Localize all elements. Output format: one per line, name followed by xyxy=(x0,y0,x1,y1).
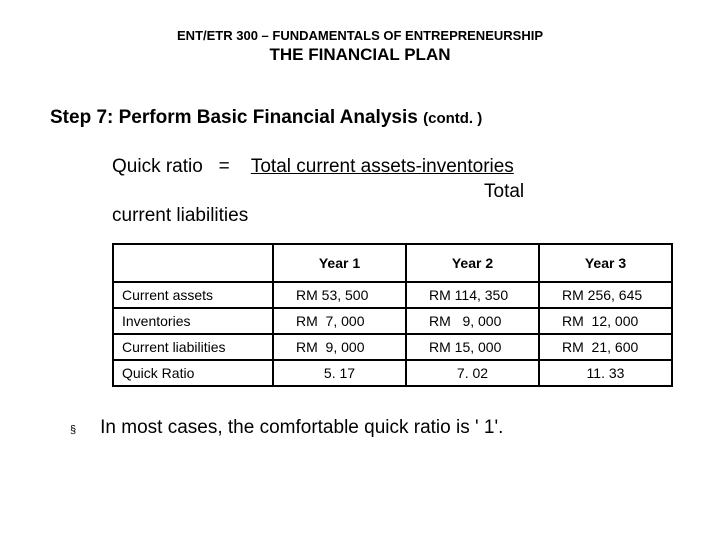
cell: RM 12, 000 xyxy=(539,308,672,334)
cell: RM 9, 000 xyxy=(273,334,406,360)
cell: RM 256, 645 xyxy=(539,282,672,308)
cell: RM 53, 500 xyxy=(273,282,406,308)
note-row: § In most cases, the comfortable quick r… xyxy=(70,417,670,440)
row-label: Current assets xyxy=(113,282,273,308)
formula-block: Quick ratio = Total current assets-inven… xyxy=(112,155,670,229)
table-header-row: Year 1 Year 2 Year 3 xyxy=(113,244,672,282)
col-year2: Year 2 xyxy=(406,244,539,282)
row-label: Current liabilities xyxy=(113,334,273,360)
doc-title: THE FINANCIAL PLAN xyxy=(50,45,670,65)
step-title-text: Step 7: Perform Basic Financial Analysis xyxy=(50,107,423,128)
bullet-icon: § xyxy=(70,421,76,440)
course-code: ENT/ETR 300 – FUNDAMENTALS OF ENTREPRENE… xyxy=(50,28,670,43)
table-row: Current assets RM 53, 500 RM 114, 350 RM… xyxy=(113,282,672,308)
col-year3: Year 3 xyxy=(539,244,672,282)
step-contd: (contd. ) xyxy=(423,110,482,127)
financial-table: Year 1 Year 2 Year 3 Current assets RM 5… xyxy=(112,243,673,387)
formula-denom-left: current liabilities xyxy=(112,204,670,229)
cell: 7. 02 xyxy=(406,360,539,386)
step-title: Step 7: Perform Basic Financial Analysis… xyxy=(50,107,670,129)
cell: RM 7, 000 xyxy=(273,308,406,334)
formula-denom-right: Total xyxy=(484,180,524,205)
formula-label: Quick ratio = xyxy=(112,155,251,180)
row-label: Quick Ratio xyxy=(113,360,273,386)
col-blank xyxy=(113,244,273,282)
table-row: Quick Ratio 5. 17 7. 02 11. 33 xyxy=(113,360,672,386)
table-row: Inventories RM 7, 000 RM 9, 000 RM 12, 0… xyxy=(113,308,672,334)
cell: RM 21, 600 xyxy=(539,334,672,360)
cell: RM 114, 350 xyxy=(406,282,539,308)
note-text: In most cases, the comfortable quick rat… xyxy=(100,417,503,439)
row-label: Inventories xyxy=(113,308,273,334)
table-row: Current liabilities RM 9, 000 RM 15, 000… xyxy=(113,334,672,360)
cell: RM 9, 000 xyxy=(406,308,539,334)
cell: 11. 33 xyxy=(539,360,672,386)
formula-numerator: Total current assets-inventories xyxy=(251,155,514,180)
col-year1: Year 1 xyxy=(273,244,406,282)
cell: 5. 17 xyxy=(273,360,406,386)
cell: RM 15, 000 xyxy=(406,334,539,360)
